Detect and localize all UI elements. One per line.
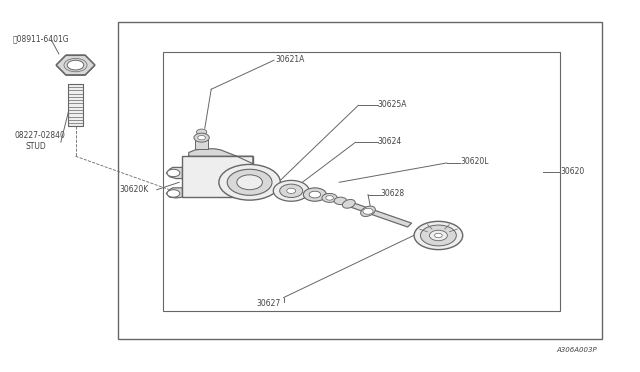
Circle shape [219, 164, 280, 200]
Circle shape [227, 169, 272, 195]
Circle shape [196, 129, 207, 135]
Polygon shape [344, 201, 412, 227]
Circle shape [198, 135, 205, 140]
Circle shape [334, 197, 347, 205]
Circle shape [363, 208, 373, 214]
Circle shape [435, 233, 442, 238]
Circle shape [420, 225, 456, 246]
Text: 30621A: 30621A [275, 55, 305, 64]
Circle shape [287, 188, 296, 193]
Ellipse shape [342, 199, 355, 208]
Circle shape [303, 188, 326, 201]
Text: 30620: 30620 [560, 167, 584, 176]
Polygon shape [189, 149, 253, 164]
Circle shape [429, 230, 447, 241]
Circle shape [67, 60, 84, 70]
Circle shape [167, 190, 180, 197]
Ellipse shape [361, 206, 375, 217]
Text: 30625A: 30625A [378, 100, 407, 109]
Circle shape [326, 196, 333, 200]
Circle shape [322, 193, 337, 202]
Polygon shape [166, 188, 182, 198]
Text: A306A003P: A306A003P [557, 347, 598, 353]
Text: 08227-02840: 08227-02840 [14, 131, 65, 140]
Circle shape [309, 191, 321, 198]
Bar [182, 156, 253, 197]
Text: STUD: STUD [26, 142, 46, 151]
Polygon shape [166, 167, 182, 179]
Circle shape [237, 175, 262, 190]
Circle shape [273, 180, 309, 201]
Text: 30624: 30624 [378, 137, 402, 146]
Text: 30627: 30627 [256, 299, 280, 308]
Bar [195, 140, 208, 149]
Text: ⓝ08911-6401G: ⓝ08911-6401G [13, 35, 69, 44]
Bar [163, 52, 560, 311]
Circle shape [167, 169, 180, 177]
Text: 30620K: 30620K [120, 185, 149, 194]
Circle shape [194, 133, 209, 142]
Bar [118, 22, 602, 339]
Circle shape [280, 184, 303, 198]
Circle shape [414, 221, 463, 250]
Bar [68, 84, 83, 126]
Circle shape [201, 135, 209, 140]
Text: 30628: 30628 [381, 189, 405, 198]
Text: 30620L: 30620L [461, 157, 490, 166]
